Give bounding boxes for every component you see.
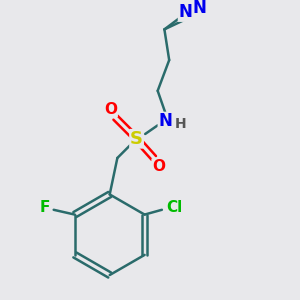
Text: Cl: Cl: [166, 200, 182, 215]
Text: H: H: [175, 117, 187, 131]
Text: S: S: [130, 130, 143, 148]
Text: F: F: [40, 200, 50, 215]
Text: N: N: [158, 112, 172, 130]
Text: O: O: [104, 101, 117, 116]
Text: O: O: [152, 159, 165, 174]
Text: N: N: [178, 3, 192, 21]
Text: N: N: [193, 0, 207, 17]
